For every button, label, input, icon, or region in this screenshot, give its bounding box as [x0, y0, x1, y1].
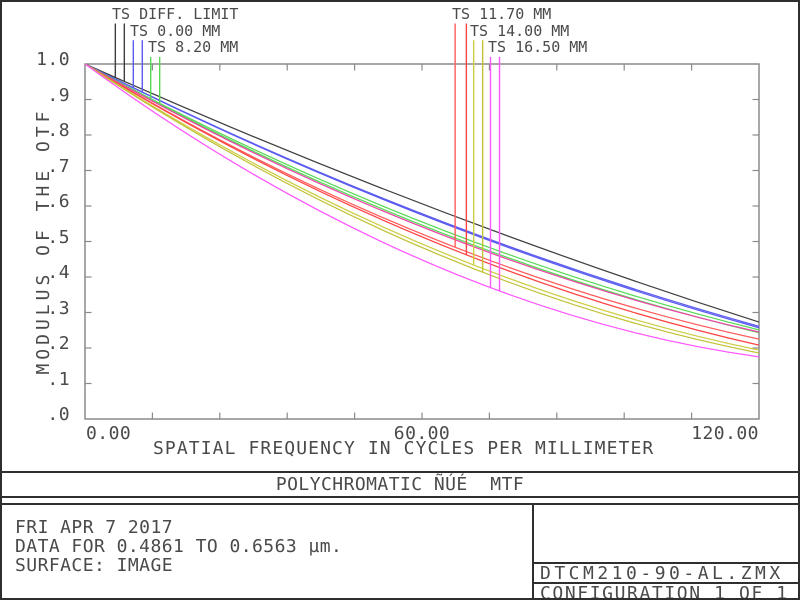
mtf-curve-t140s [84, 63, 760, 351]
mtf-curve-t117s [84, 63, 760, 340]
x-tick-label: 60.00 [393, 423, 451, 444]
info-panel: FRI APR 7 2017 DATA FOR 0.4861 TO 0.6563… [2, 503, 798, 598]
chart-title: POLYCHROMATIC ÑÚÉ MTF [275, 473, 525, 495]
y-tick-label: 1.0 [36, 49, 70, 70]
chart-title-bar: POLYCHROMATIC ÑÚÉ MTF [2, 471, 798, 498]
info-horizontal-divider-top [532, 562, 798, 564]
x-axis-title: SPATIAL FREQUENCY IN CYCLES PER MILLIMET… [153, 438, 655, 459]
legend-label: TS 16.50 MM [488, 38, 588, 57]
y-tick-label: .5 [47, 226, 70, 248]
y-tick-label: .3 [47, 297, 70, 319]
mtf-curve-t165s [84, 63, 760, 333]
mtf-curve-t117t [84, 63, 760, 346]
y-tick-label: .6 [47, 191, 70, 212]
wavelength-range-text: DATA FOR 0.4861 TO 0.6563 µm. [15, 536, 343, 557]
x-tick-label: 0.00 [86, 423, 132, 444]
y-tick-label: .8 [47, 120, 70, 141]
legend-label: TS 0.00 MM [130, 21, 221, 40]
mtf-curve-diff [84, 63, 760, 323]
legend-label: TS 8.20 MM [148, 38, 239, 57]
legend-label: TS DIFF. LIMIT [112, 5, 239, 23]
y-axis-title: MODULUS OF THE OTF [33, 107, 54, 375]
y-tick-label: .0 [47, 404, 70, 425]
configuration-text: CONFIGURATION 1 OF 1 [540, 583, 789, 600]
mtf-curve-t0s [84, 63, 760, 327]
y-tick-label: .4 [47, 262, 70, 283]
mtf-curve-t0t [84, 63, 760, 329]
mtf-curve-t140t [84, 63, 760, 354]
surface-text: SURFACE: IMAGE [15, 555, 174, 576]
y-tick-label: .1 [47, 368, 70, 390]
info-vertical-divider [532, 505, 534, 598]
y-tick-label: .2 [47, 333, 70, 354]
lens-filename: DTCM210-90-AL.ZMX [540, 563, 784, 584]
info-horizontal-divider-mid [532, 582, 798, 584]
mtf-curve-t82s [84, 63, 760, 331]
legend-label: TS 11.70 MM [452, 5, 552, 23]
mtf-curve-t165t [84, 63, 760, 358]
y-tick-label: .7 [47, 155, 70, 177]
date-text: FRI APR 7 2017 [15, 517, 174, 538]
x-tick-label: 120.00 [691, 423, 759, 444]
y-tick-label: .9 [47, 84, 70, 106]
mtf-plot-canvas [84, 23, 760, 420]
mtf-curve-t82t [84, 63, 760, 334]
legend-label: TS 14.00 MM [470, 21, 570, 40]
